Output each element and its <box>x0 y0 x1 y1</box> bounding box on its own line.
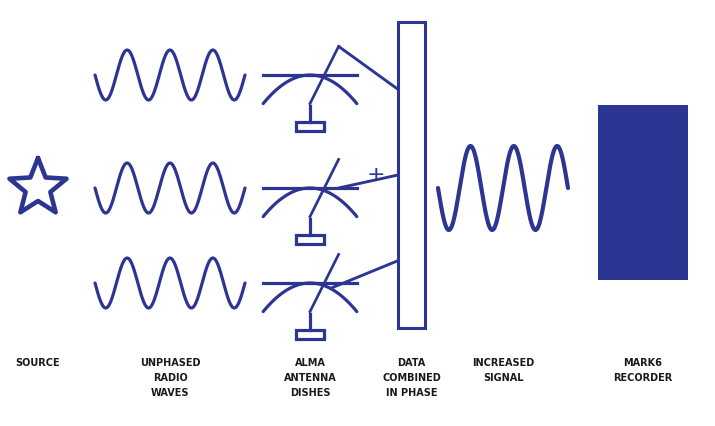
Bar <box>296 122 325 131</box>
Bar <box>296 235 325 244</box>
Bar <box>598 105 688 280</box>
Bar <box>398 22 425 328</box>
Text: MARK6
RECORDER: MARK6 RECORDER <box>613 358 673 383</box>
Text: UNPHASED
RADIO
WAVES: UNPHASED RADIO WAVES <box>139 358 200 397</box>
Text: ALMA
ANTENNA
DISHES: ALMA ANTENNA DISHES <box>284 358 336 397</box>
Text: DATA
COMBINED
IN PHASE: DATA COMBINED IN PHASE <box>382 358 441 397</box>
Text: SOURCE: SOURCE <box>16 358 60 368</box>
Bar <box>296 330 325 339</box>
Text: +: + <box>367 165 385 185</box>
Text: INCREASED
SIGNAL: INCREASED SIGNAL <box>472 358 534 383</box>
